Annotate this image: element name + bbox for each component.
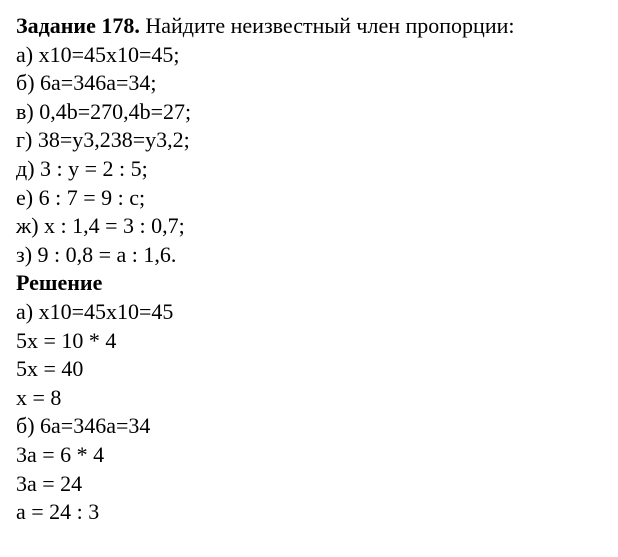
solution-a-line3: 5x = 40: [16, 355, 602, 384]
item-zh: ж) x : 1,4 = 3 : 0,7;: [16, 212, 602, 241]
solution-a-line2: 5x = 10 * 4: [16, 327, 602, 356]
item-a: а) x10=45x10=45;: [16, 41, 602, 70]
item-z: з) 9 : 0,8 = a : 1,6.: [16, 241, 602, 270]
item-v: в) 0,4b=270,4b=27;: [16, 98, 602, 127]
solution-b-line3: 3a = 24: [16, 470, 602, 499]
item-g: г) 38=y3,238=y3,2;: [16, 126, 602, 155]
task-title: Найдите неизвестный член пропорции:: [145, 13, 514, 38]
item-b: б) 6a=346a=34;: [16, 69, 602, 98]
solution-b-line2: 3a = 6 * 4: [16, 441, 602, 470]
solution-b-line4: a = 24 : 3: [16, 498, 602, 527]
task-header: Задание 178. Найдите неизвестный член пр…: [16, 12, 602, 41]
solution-label: Решение: [16, 269, 602, 298]
task-number: Задание 178.: [16, 13, 140, 38]
item-d: д) 3 : y = 2 : 5;: [16, 155, 602, 184]
solution-b-line1: б) 6a=346a=34: [16, 412, 602, 441]
solution-a-line1: а) x10=45x10=45: [16, 298, 602, 327]
solution-a-line4: x = 8: [16, 384, 602, 413]
item-e: е) 6 : 7 = 9 : c;: [16, 184, 602, 213]
